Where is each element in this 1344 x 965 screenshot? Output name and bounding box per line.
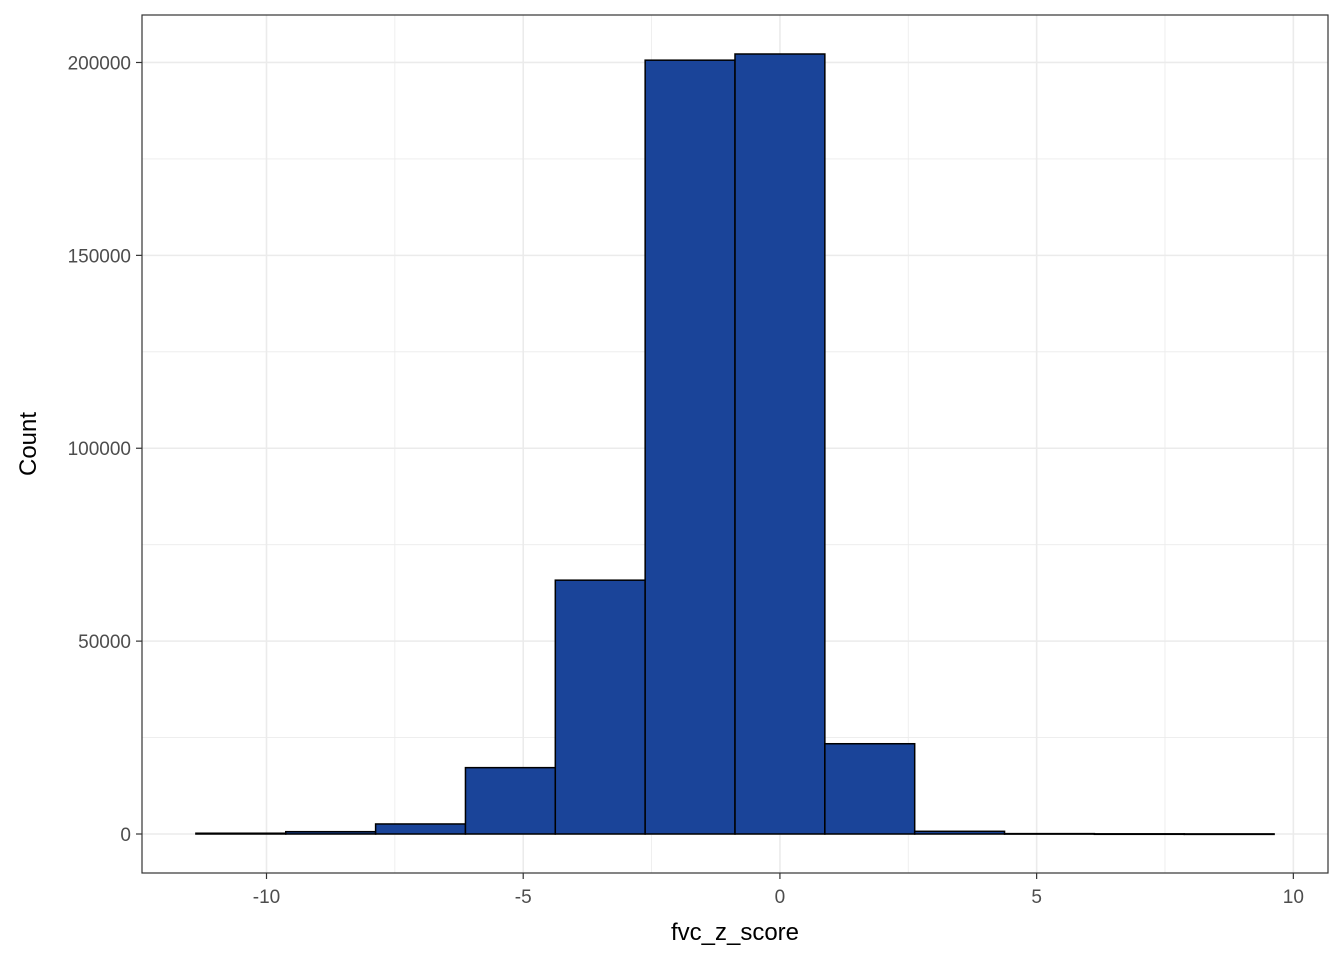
x-tick-label: -10 [253,887,280,908]
y-axis-title: Count [15,412,42,476]
y-tick-label: 50000 [78,632,131,653]
histogram-bar [554,579,646,835]
histogram-bar [1183,833,1275,836]
x-tick-label: -5 [515,887,532,908]
x-axis-title: fvc_z_score [671,919,799,946]
x-axis: -10 -5 0 5 10 [253,873,1304,908]
histogram-bar [374,823,467,835]
histogram-bar [824,742,916,835]
panel-border [141,14,1329,874]
y-tick-label: 0 [120,825,131,846]
histogram-bar [464,766,557,835]
histogram-bar [644,59,736,835]
histogram-bar [913,830,1006,835]
y-tick-label: 100000 [68,439,131,460]
histogram-bar [1003,832,1096,835]
histogram-bar [195,832,287,835]
histogram-bar [285,830,377,835]
bars-layer [195,53,1275,836]
x-tick-label: 0 [775,887,786,908]
histogram-bar [1093,833,1185,836]
y-tick-label: 150000 [68,246,131,267]
histogram-bar [734,53,826,835]
y-tick-label: 200000 [68,53,131,74]
x-tick-label: 10 [1283,887,1304,908]
y-axis: 0 50000 100000 150000 200000 [68,53,142,846]
x-tick-label: 5 [1031,887,1042,908]
